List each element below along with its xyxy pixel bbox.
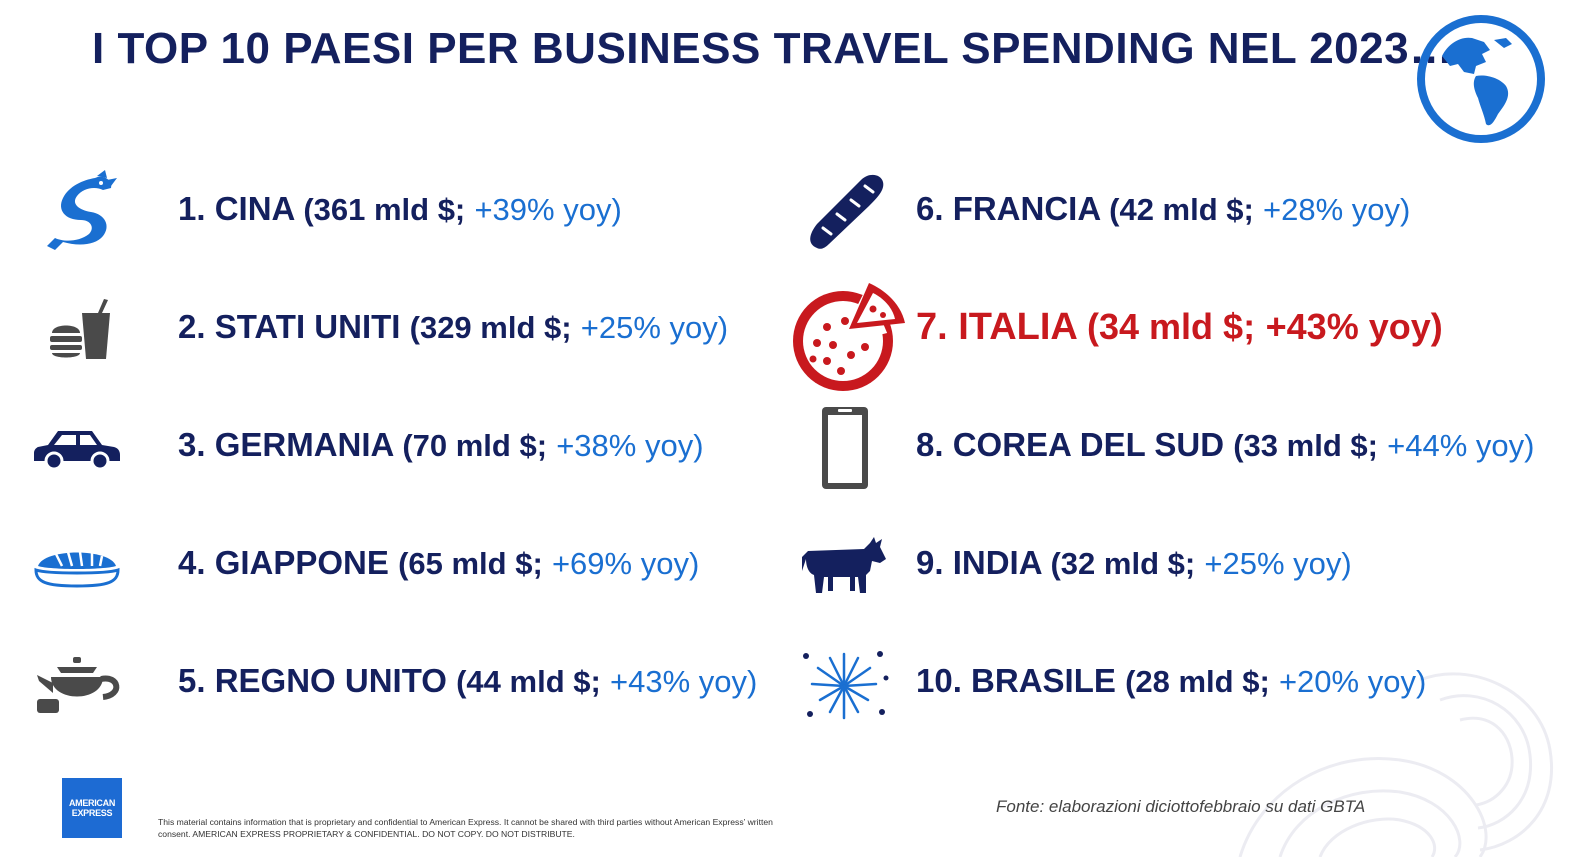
country-name: 10. BRASILE [916,662,1116,699]
country-name: 7. ITALIA [916,306,1077,348]
spending-amount: (28 mld $; [1125,664,1270,699]
car-icon [32,403,122,493]
country-name: 6. FRANCIA [916,190,1100,227]
yoy-growth: +43% yoy) [610,664,758,699]
country-name: 2. STATI UNITI [178,308,401,345]
spending-amount: (65 mld $; [398,546,543,581]
list-item-brasile: 10. BRASILE (28 mld $; +20% yoy) [800,644,1500,724]
spending-amount: (34 mld $; [1087,306,1256,347]
spending-amount: (329 mld $; [409,310,572,345]
yoy-growth: +28% yoy) [1263,192,1411,227]
logo-line-1: AMERICAN [68,798,116,808]
fast-food-icon [32,285,122,375]
yoy-growth: +69% yoy) [551,546,700,581]
yoy-growth: +25% yoy) [1204,546,1352,581]
spending-amount: (32 mld $; [1050,546,1196,581]
yoy-growth: +44% yoy) [1387,428,1535,463]
country-name: 9. INDIA [916,544,1042,581]
source-note: Fonte: elaborazioni diciottofebbraio su … [996,797,1366,816]
list-item-india: 9. INDIA (32 mld $; +25% yoy) [800,526,1500,606]
list-item-germania: 3. GERMANIA (70 mld $; +38% yoy) [32,408,752,488]
country-name: 1. CINA [178,190,295,227]
country-name: 4. GIAPPONE [178,544,389,581]
spending-amount: (44 mld $; [456,664,601,699]
spending-amount: (42 mld $; [1109,192,1254,227]
cow-icon [800,521,890,611]
baguette-icon [800,167,890,257]
list-item-francia: 6. FRANCIA (42 mld $; +28% yoy) [800,172,1500,252]
spending-amount: (33 mld $; [1233,428,1378,463]
country-name: 5. REGNO UNITO [178,662,447,699]
list-item-stati-uniti: 2. STATI UNITI (329 mld $; +25% yoy) [32,290,752,370]
list-item-cina: 1. CINA (361 mld $; +39% yoy) [32,170,732,252]
yoy-growth: +43% yoy) [1265,306,1443,347]
decorative-swirl [1238,672,1553,857]
teapot-icon [32,639,122,729]
list-item-regno-unito: 5. REGNO UNITO (44 mld $; +43% yoy) [32,644,782,724]
fireworks-icon [800,639,890,729]
yoy-growth: +20% yoy) [1278,664,1427,699]
yoy-growth: +25% yoy) [580,310,729,345]
disclaimer-text: This material contains information that … [158,817,773,839]
yoy-growth: +39% yoy) [474,192,622,227]
dragon-icon [32,167,122,257]
smartphone-icon [800,403,890,493]
list-item-italia: 7. ITALIA (34 mld $; +43% yoy) [786,283,1486,391]
country-name: 3. GERMANIA [178,426,394,463]
page-title: I TOP 10 PAESI PER BUSINESS TRAVEL SPEND… [92,24,1454,73]
list-item-corea-del-sud: 8. COREA DEL SUD (33 mld $; +44% yoy) [800,407,1560,489]
yoy-growth: +38% yoy) [556,428,704,463]
logo-line-2: EXPRESS [71,808,113,818]
list-item-giappone: 4. GIAPPONE (65 mld $; +69% yoy) [32,526,752,606]
spending-amount: (361 mld $; [303,192,466,227]
spending-amount: (70 mld $; [402,428,548,463]
american-express-logo: AMERICAN EXPRESS [62,778,122,838]
country-name: 8. COREA DEL SUD [916,426,1225,463]
pizza-icon [786,278,910,398]
globe-americas-icon [1417,15,1545,143]
sushi-icon [32,521,122,611]
